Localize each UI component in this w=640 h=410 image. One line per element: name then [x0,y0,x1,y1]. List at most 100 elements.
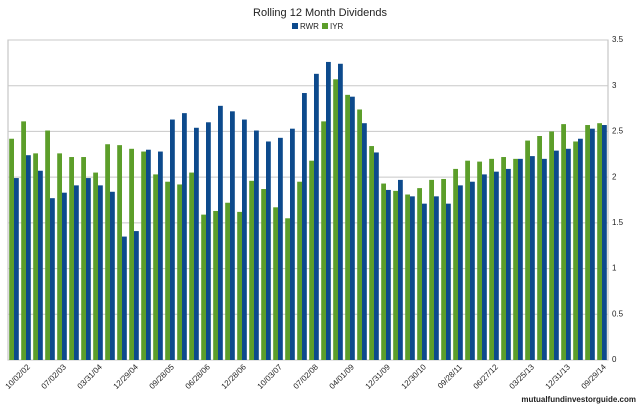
bar [525,140,530,360]
bar [122,236,127,360]
x-tick-label: 10/03/07 [256,362,285,391]
bar [434,196,439,360]
bar [237,211,242,360]
bar [362,123,367,360]
legend-swatch [292,23,298,29]
bar [465,160,470,360]
bar [213,210,218,360]
x-tick-label: 12/29/04 [112,362,141,391]
bar [302,93,307,361]
x-tick-label: 04/01/09 [328,362,357,391]
bar [110,191,115,360]
x-tick-label: 07/02/08 [292,362,321,391]
bar [105,144,110,360]
bar [381,183,386,360]
bar [350,96,355,360]
bar [374,152,379,360]
y-tick-label: 0.5 [612,309,624,318]
bar [561,124,566,360]
bar [501,157,506,360]
bar [578,138,583,360]
bar [482,174,487,360]
legend-label: RWR [300,22,319,31]
bar [446,203,451,360]
bar [153,174,158,360]
bar [357,109,362,360]
bar [57,153,62,360]
bar [410,196,415,360]
x-tick-label: 12/28/06 [220,362,249,391]
bar [201,214,206,360]
bar [206,122,211,361]
bar [309,160,314,360]
bar [398,179,403,360]
y-tick-label: 3 [612,81,617,90]
bar [146,149,151,360]
bar [62,192,67,360]
bar [69,157,74,360]
bar [590,128,595,360]
x-tick-label: 09/28/11 [436,362,464,390]
y-tick-label: 2 [612,172,617,181]
y-tick-label: 0 [612,355,617,364]
bar [254,130,259,360]
watermark: mutualfundinvestorguide.com [521,395,636,404]
bar [422,203,427,360]
bar [93,172,98,360]
bar [417,188,422,360]
bar [321,121,326,360]
bar [225,202,230,360]
bar [518,158,523,360]
bar [429,179,434,360]
bar [9,138,14,360]
chart-title: Rolling 12 Month Dividends [253,7,387,19]
x-tick-label: 09/28/05 [148,362,177,391]
bar [21,121,26,360]
bar [38,170,43,360]
bar [278,137,283,360]
bar [494,171,499,360]
bar [218,105,223,360]
x-tick-label: 09/29/14 [580,362,609,391]
y-tick-label: 1 [612,264,617,273]
bar [530,156,535,360]
bar [266,141,271,360]
bar [338,63,343,361]
bar [602,125,607,361]
bar [182,113,187,361]
x-tick-label: 07/02/03 [40,362,69,391]
legend-label: IYR [330,22,344,31]
bar [158,151,163,360]
bar [189,172,194,360]
bar [314,73,319,360]
bar [33,153,38,360]
x-tick-label: 10/02/02 [4,362,33,391]
bar [50,198,55,360]
bar [141,151,146,360]
bar [98,185,103,360]
bar [506,168,511,360]
bar [290,128,295,360]
bar [177,184,182,360]
bar [542,158,547,360]
x-tick-label: 03/31/04 [76,362,105,391]
bar [74,185,79,360]
bar [405,194,410,360]
bar [458,185,463,360]
bar [14,178,19,360]
x-tick-label: 06/28/06 [184,362,213,391]
bar [513,158,518,360]
bar [117,145,122,360]
bar [477,161,482,360]
legend-swatch [322,23,328,29]
bar [441,178,446,360]
bar [585,125,590,361]
y-tick-label: 1.5 [612,218,624,227]
bar [81,157,86,360]
bar [345,94,350,360]
bar [134,231,139,360]
bar [26,155,31,360]
bar [273,207,278,360]
bar [470,181,475,360]
